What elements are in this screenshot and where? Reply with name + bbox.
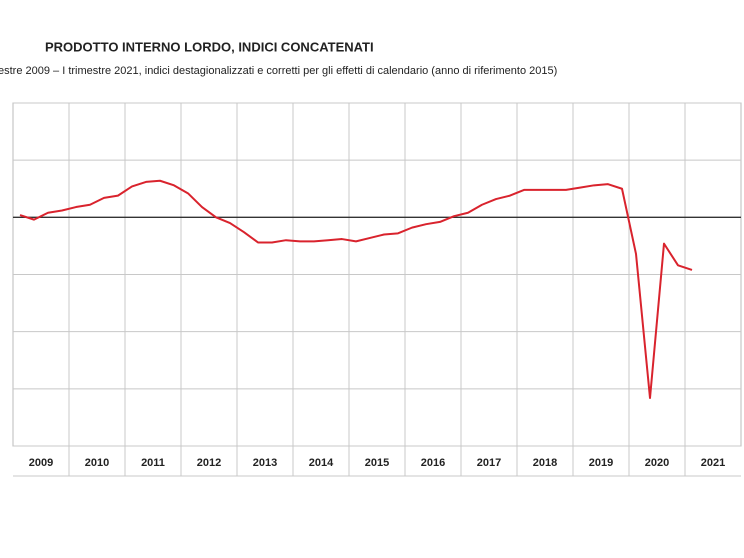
x-tick-label: 2017: [477, 457, 501, 469]
x-tick-label: 2021: [701, 457, 725, 469]
x-tick-label: 2016: [421, 457, 445, 469]
x-tick-label: 2013: [253, 457, 277, 469]
chart-subtitle: estre 2009 – I trimestre 2021, indici de…: [0, 65, 557, 77]
x-tick-label: 2014: [309, 457, 334, 469]
x-tick-label: 2018: [533, 457, 557, 469]
x-tick-label: 2019: [589, 457, 613, 469]
x-tick-label: 2009: [29, 457, 53, 469]
x-tick-label: 2012: [197, 457, 221, 469]
x-tick-label: 2020: [645, 457, 669, 469]
x-tick-label: 2010: [85, 457, 109, 469]
x-tick-label: 2015: [365, 457, 389, 469]
data-line: [19, 179, 693, 399]
chart-title: PRODOTTO INTERNO LORDO, INDICI CONCATENA…: [45, 39, 374, 54]
x-tick-label: 2011: [141, 457, 165, 469]
